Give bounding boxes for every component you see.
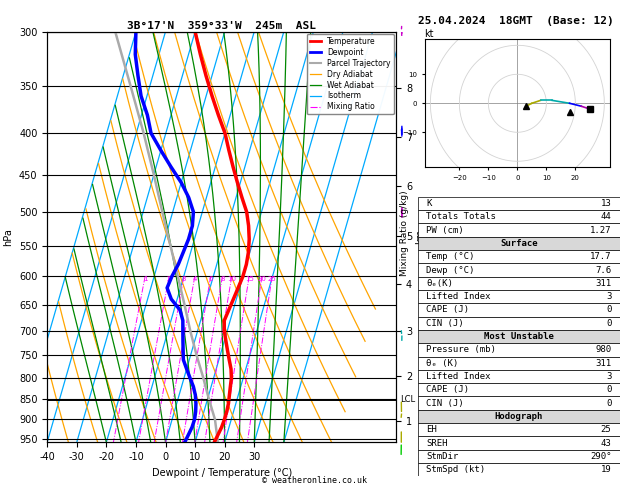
Bar [418,463,620,476]
Text: CIN (J): CIN (J) [426,319,464,328]
Text: 13: 13 [601,199,611,208]
Text: Temp (°C): Temp (°C) [426,252,475,261]
Text: Dewp (°C): Dewp (°C) [426,265,475,275]
Text: kt: kt [425,30,434,39]
Text: © weatheronline.co.uk: © weatheronline.co.uk [262,476,367,485]
Text: LCL: LCL [400,395,415,404]
Text: 8: 8 [220,277,225,282]
Text: 17.7: 17.7 [590,252,611,261]
Text: CAPE (J): CAPE (J) [426,385,469,394]
Text: 0: 0 [606,319,611,328]
Text: 15: 15 [245,277,253,282]
Text: Lifted Index: Lifted Index [426,372,491,381]
Text: 25: 25 [601,425,611,434]
Text: 311: 311 [596,359,611,368]
Text: Most Unstable: Most Unstable [484,332,554,341]
Legend: Temperature, Dewpoint, Parcel Trajectory, Dry Adiabat, Wet Adiabat, Isotherm, Mi: Temperature, Dewpoint, Parcel Trajectory… [307,34,394,114]
Text: 2: 2 [167,277,171,282]
Text: 44: 44 [601,212,611,221]
Bar [418,250,620,263]
Text: 0: 0 [606,305,611,314]
Text: 311: 311 [596,279,611,288]
Bar [418,410,620,423]
Text: K: K [426,199,431,208]
Text: EH: EH [426,425,437,434]
Bar [418,330,620,343]
Text: 10: 10 [227,277,237,282]
Text: Pressure (mb): Pressure (mb) [426,346,496,354]
Bar [418,343,620,357]
Text: 20: 20 [257,277,267,282]
Y-axis label: km
ASL: km ASL [415,228,437,246]
Text: 0: 0 [606,385,611,394]
Text: CIN (J): CIN (J) [426,399,464,408]
Title: 3B°17'N  359°33'W  245m  ASL: 3B°17'N 359°33'W 245m ASL [127,21,316,31]
Text: Mixing Ratio (g/kg): Mixing Ratio (g/kg) [400,191,409,276]
Text: Lifted Index: Lifted Index [426,292,491,301]
Bar [418,277,620,290]
Bar [418,237,620,250]
Text: 7.6: 7.6 [596,265,611,275]
Bar [418,450,620,463]
Bar [418,383,620,397]
Text: θₑ (K): θₑ (K) [426,359,459,368]
Bar [418,423,620,436]
Text: 6: 6 [208,277,213,282]
Bar [418,397,620,410]
Text: 4: 4 [192,277,197,282]
Text: 3: 3 [606,372,611,381]
Text: StmDir: StmDir [426,452,459,461]
Text: 43: 43 [601,438,611,448]
Text: 980: 980 [596,346,611,354]
Text: θₑ(K): θₑ(K) [426,279,454,288]
Text: 25: 25 [268,277,277,282]
Text: Totals Totals: Totals Totals [426,212,496,221]
Text: 0: 0 [606,399,611,408]
Bar [418,290,620,303]
Bar [418,436,620,450]
Y-axis label: hPa: hPa [3,228,13,246]
Bar [418,210,620,224]
Bar [418,224,620,237]
Bar [418,197,620,210]
Text: StmSpd (kt): StmSpd (kt) [426,465,486,474]
Text: 19: 19 [601,465,611,474]
Text: Surface: Surface [500,239,538,248]
Text: 25.04.2024  18GMT  (Base: 12): 25.04.2024 18GMT (Base: 12) [418,16,614,26]
Text: PW (cm): PW (cm) [426,226,464,235]
Bar [418,357,620,370]
Text: 1: 1 [143,277,147,282]
Text: 3: 3 [182,277,186,282]
Text: SREH: SREH [426,438,448,448]
Bar [418,316,620,330]
Bar [418,263,620,277]
Bar [418,303,620,316]
Bar [418,370,620,383]
Text: Hodograph: Hodograph [495,412,543,421]
Text: 290°: 290° [590,452,611,461]
X-axis label: Dewpoint / Temperature (°C): Dewpoint / Temperature (°C) [152,468,292,478]
Text: CAPE (J): CAPE (J) [426,305,469,314]
Text: 3: 3 [606,292,611,301]
Text: 1.27: 1.27 [590,226,611,235]
